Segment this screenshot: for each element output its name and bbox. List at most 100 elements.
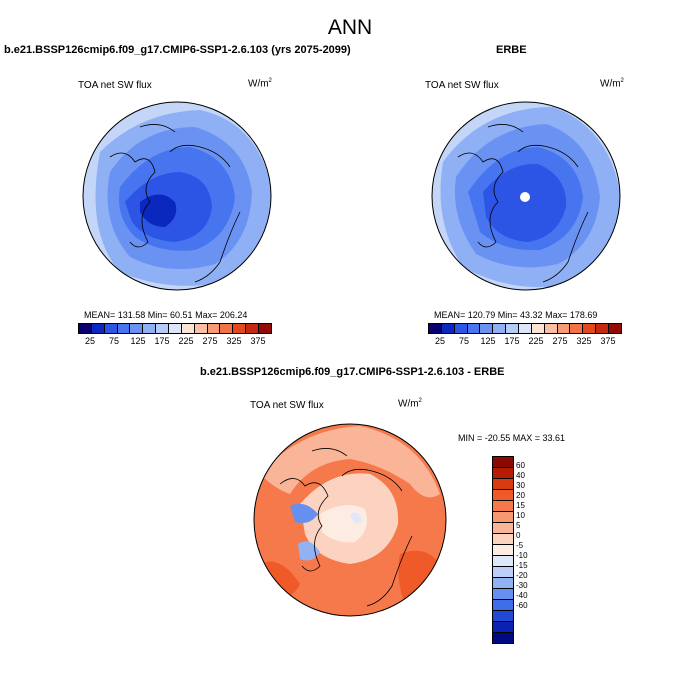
panel-a-polar-map xyxy=(82,101,272,291)
panel-a-colorbar-swatch xyxy=(246,324,260,333)
panel-b-colorbar-tick: 25 xyxy=(434,336,445,346)
panel-b-colorbar-swatch xyxy=(429,324,442,333)
panel-a-colorbar-swatch xyxy=(143,324,157,333)
panel-c-colorbar-swatch xyxy=(493,556,513,567)
panel-b-colorbar-swatch xyxy=(480,324,494,333)
panel-c-colorbar-label: 5 xyxy=(516,521,521,530)
panel-c-colorbar-swatch xyxy=(493,567,513,578)
panel-c-colorbar-label: 60 xyxy=(516,461,525,470)
panel-c-colorbar-label: 10 xyxy=(516,511,525,520)
panel-a-colorbar-ticks: 25 75 125 175 225 275 325 375 xyxy=(78,336,270,346)
panel-b-colorbar-swatch xyxy=(506,324,520,333)
panel-a-colorbar-tick: 225 xyxy=(178,336,194,346)
panel-c-colorbar-swatch xyxy=(493,512,513,523)
panel-c-colorbar-swatch xyxy=(493,545,513,556)
panel-c-colorbar xyxy=(492,456,514,644)
panel-b-colorbar-tick: 375 xyxy=(600,336,616,346)
figure-title: ANN xyxy=(327,16,373,39)
panel-c-colorbar-label: -20 xyxy=(516,571,528,580)
panel-c-colorbar-swatch xyxy=(493,479,513,490)
panel-c-colorbar-swatch xyxy=(493,633,513,643)
panel-c-colorbar-swatch xyxy=(493,490,513,501)
panel-c-colorbar-swatch xyxy=(493,589,513,600)
panel-a-colorbar-swatch xyxy=(220,324,234,333)
panel-c-colorbar-label: -60 xyxy=(516,601,528,610)
panel-b-colorbar-swatch xyxy=(441,324,455,333)
panel-a-colorbar-swatch xyxy=(181,324,195,333)
panel-c-colorbar-label: 20 xyxy=(516,491,525,500)
panel-b-colorbar-tick: 75 xyxy=(458,336,469,346)
panel-c-field-label: TOA net SW flux xyxy=(250,400,324,411)
panel-a-colorbar-swatch xyxy=(259,324,271,333)
panel-a-colorbar-tick: 325 xyxy=(226,336,242,346)
panel-b-colorbar-tick: 275 xyxy=(552,336,568,346)
panel-b-colorbar-tick: 125 xyxy=(480,336,496,346)
panel-a-colorbar-swatch xyxy=(233,324,247,333)
panel-a-colorbar-swatch xyxy=(91,324,105,333)
panel-b-colorbar-swatch xyxy=(531,324,545,333)
panel-a-colorbar-tick: 125 xyxy=(130,336,146,346)
panel-a-colorbar-tick: 25 xyxy=(84,336,95,346)
panel-b-colorbar-swatch xyxy=(493,324,507,333)
panel-a-colorbar-tick: 175 xyxy=(154,336,170,346)
panel-b-colorbar xyxy=(428,323,622,334)
panel-c-colorbar-label: 40 xyxy=(516,471,525,480)
panel-b-colorbar-swatch xyxy=(544,324,558,333)
panel-b-colorbar-swatch xyxy=(519,324,532,333)
panel-b-colorbar-tick: 225 xyxy=(528,336,544,346)
panel-a-colorbar-swatch xyxy=(117,324,131,333)
panel-c-colorbar-swatch xyxy=(493,501,513,512)
panel-b-colorbar-ticks: 25 75 125 175 225 275 325 375 xyxy=(428,336,620,346)
panel-b-stats: MEAN= 120.79 Min= 43.32 Max= 178.69 xyxy=(434,310,598,320)
panel-c-colorbar-swatch xyxy=(493,534,513,545)
panel-c-minmax: MIN = -20.55 MAX = 33.61 xyxy=(458,433,566,443)
panel-c-case-title: b.e21.BSSP126cmip6.f09_g17.CMIP6-SSP1-2.… xyxy=(200,366,505,378)
panel-a-colorbar-tick: 375 xyxy=(250,336,266,346)
panel-c-colorbar-label: 15 xyxy=(516,501,525,510)
panel-c-colorbar-label: -5 xyxy=(516,541,524,550)
panel-b-case-title: ERBE xyxy=(496,44,527,56)
panel-a-colorbar-swatch xyxy=(79,324,92,333)
panel-a-case-title: b.e21.BSSP126cmip6.f09_g17.CMIP6-SSP1-2.… xyxy=(4,44,351,56)
panel-c-polar-map xyxy=(253,423,447,617)
panel-c-colorbar-swatch xyxy=(493,622,513,633)
panel-b-colorbar-swatch xyxy=(557,324,571,333)
panel-a-field-label: TOA net SW flux xyxy=(78,80,152,91)
panel-b-field-label: TOA net SW flux xyxy=(425,80,499,91)
panel-b-colorbar-swatch xyxy=(467,324,481,333)
panel-c-colorbar-swatch xyxy=(493,523,513,534)
panel-b-units: W/m2 xyxy=(600,78,624,90)
panel-a-colorbar-swatch xyxy=(194,324,208,333)
panel-c-units: W/m2 xyxy=(398,398,422,410)
panel-a-colorbar xyxy=(78,323,272,334)
panel-a-colorbar-tick: 75 xyxy=(108,336,119,346)
panel-c-colorbar-label: -15 xyxy=(516,561,528,570)
panel-c-colorbar-label: 0 xyxy=(516,531,521,540)
panel-a-colorbar-swatch xyxy=(156,324,170,333)
panel-a-stats: MEAN= 131.58 Min= 60.51 Max= 206.24 xyxy=(84,310,248,320)
panel-b-colorbar-tick: 175 xyxy=(504,336,520,346)
panel-a-colorbar-swatch xyxy=(104,324,118,333)
panel-c-colorbar-swatch xyxy=(493,468,513,479)
panel-a-units: W/m2 xyxy=(248,78,272,90)
panel-c-colorbar-swatch xyxy=(493,457,513,468)
panel-b-polar-map xyxy=(431,101,621,291)
panel-b-colorbar-swatch xyxy=(596,324,610,333)
panel-b-colorbar-swatch xyxy=(454,324,468,333)
panel-a-colorbar-swatch xyxy=(169,324,182,333)
panel-a-colorbar-tick: 275 xyxy=(202,336,218,346)
panel-b-colorbar-swatch xyxy=(583,324,597,333)
panel-c-colorbar-label: 30 xyxy=(516,481,525,490)
panel-b-colorbar-swatch xyxy=(609,324,621,333)
panel-c-colorbar-label: -10 xyxy=(516,551,528,560)
panel-b-colorbar-swatch xyxy=(570,324,584,333)
panel-c-colorbar-labels: 60 40 30 20 15 10 5 0 -5 -10 -15 -20 -30 -40 -60 xyxy=(516,461,528,611)
panel-a-colorbar-swatch xyxy=(130,324,144,333)
panel-c-colorbar-label: -40 xyxy=(516,591,528,600)
panel-b-colorbar-tick: 325 xyxy=(576,336,592,346)
panel-a-colorbar-swatch xyxy=(207,324,221,333)
panel-c-colorbar-swatch xyxy=(493,600,513,611)
panel-c-colorbar-swatch xyxy=(493,611,513,622)
panel-c-colorbar-swatch xyxy=(493,578,513,589)
panel-c-colorbar-label: -30 xyxy=(516,581,528,590)
